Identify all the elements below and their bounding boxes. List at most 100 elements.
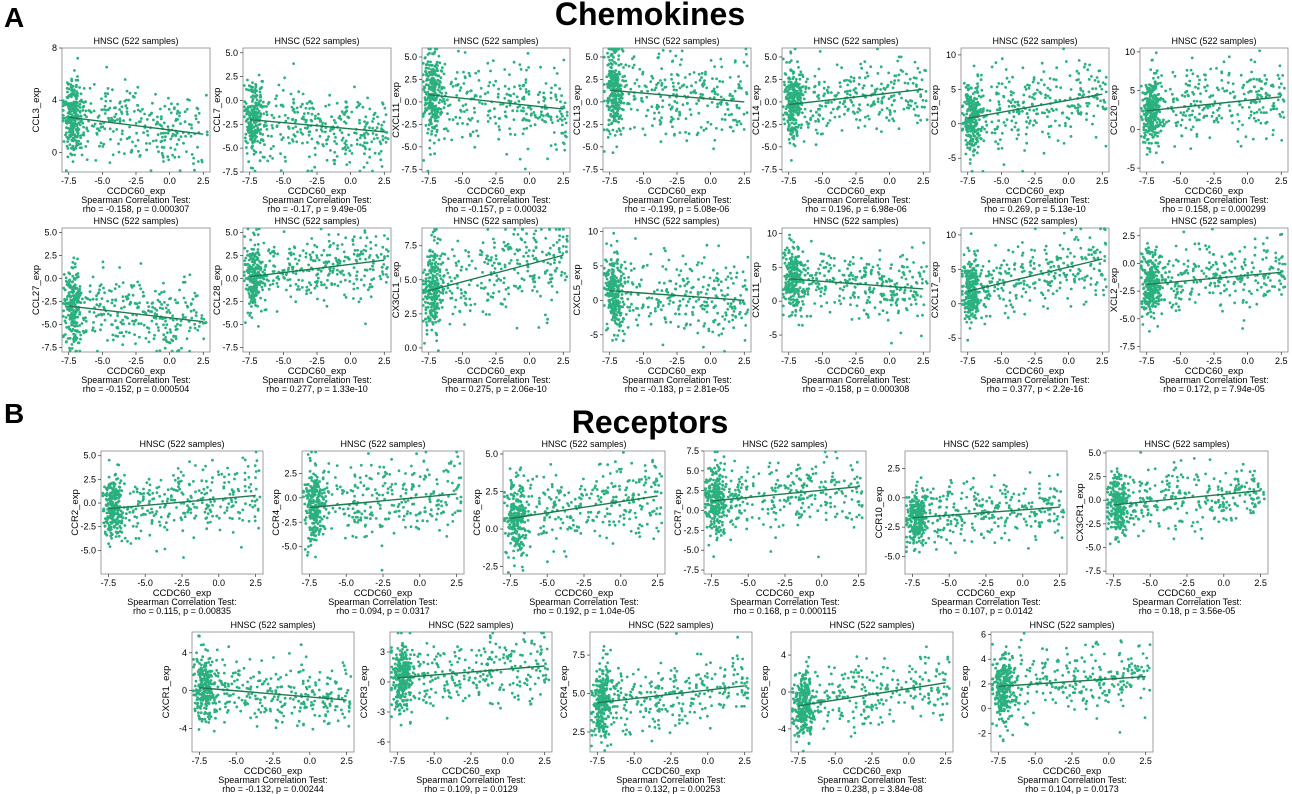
data-point [365,236,369,240]
data-point [307,288,311,292]
data-point [659,79,662,82]
x-tick-label: -5.0 [994,176,1010,186]
data-point [632,63,636,67]
data-point [698,78,702,82]
data-point [328,269,332,273]
data-point [972,106,975,109]
data-point [252,140,256,144]
data-point [783,90,787,93]
data-point [1017,133,1020,137]
data-point [71,298,75,301]
regression-line [428,94,564,110]
data-point [286,136,290,139]
data-point [1148,83,1151,86]
data-point [865,71,869,75]
data-point [969,95,973,99]
x-tick-label: -2.5 [309,356,325,366]
data-point [607,79,611,83]
data-point [552,131,556,134]
data-point [1228,91,1232,95]
data-point [356,254,359,258]
data-point [804,80,808,84]
data-point [1009,90,1013,94]
data-point [1024,132,1028,136]
data-point [1190,56,1194,60]
data-point [244,321,247,324]
data-point [880,108,884,112]
data-point [610,122,613,126]
data-point [783,72,787,75]
data-point [968,148,972,151]
data-point [429,70,433,74]
data-point [610,72,614,75]
data-point [668,49,672,53]
data-point [1028,95,1031,98]
data-point [115,128,119,131]
data-point [384,113,388,116]
data-point [617,70,621,74]
data-point [152,337,156,341]
y-tick-label: -5 [1127,163,1135,173]
data-point [294,125,298,129]
data-point [906,106,909,110]
x-tick-label: -5.0 [636,176,652,186]
data-point [82,131,86,135]
data-point [1144,128,1148,132]
data-point [297,90,301,94]
data-point [310,237,314,240]
data-point [328,253,332,257]
data-point [966,109,969,113]
data-point [1036,88,1039,92]
data-point [251,113,255,116]
data-point [74,287,78,290]
data-point [335,101,339,105]
data-point [429,153,432,156]
data-point [486,91,490,94]
data-point [793,144,797,148]
data-point [259,113,263,116]
data-point [661,88,665,91]
data-point [602,55,606,59]
data-point [324,104,328,108]
data-point [1216,108,1219,112]
data-point [1145,122,1149,126]
data-point [255,255,258,259]
data-point [1017,104,1021,107]
y-tick-label: 2.5 [585,74,598,84]
data-point [368,126,371,130]
data-point [540,118,544,122]
data-point [147,305,151,308]
y-axis-label: CCL7_exp [212,88,223,133]
data-point [971,150,975,153]
data-point [607,96,611,100]
data-point [430,111,434,115]
data-point [891,86,895,90]
data-point [164,319,167,323]
data-point [1196,74,1200,78]
data-point [542,114,545,118]
data-point [363,141,366,145]
data-point [250,146,254,150]
data-point [888,113,892,116]
data-point [248,294,252,297]
data-point [131,140,134,144]
data-point [618,106,622,110]
data-point [546,157,549,161]
data-point [160,124,163,128]
data-point [88,284,92,288]
data-point [607,123,611,127]
data-point [255,258,258,262]
y-tick-label: 4 [52,95,57,105]
data-point [1176,120,1180,124]
data-point [70,280,74,284]
data-point [325,286,328,290]
data-point [970,112,974,115]
regression-line [1146,96,1282,112]
data-point [801,85,805,88]
data-point [837,91,840,95]
data-point [718,80,722,83]
data-point [271,250,274,254]
data-point [1257,118,1260,122]
data-point [610,54,614,57]
data-point [346,115,350,119]
